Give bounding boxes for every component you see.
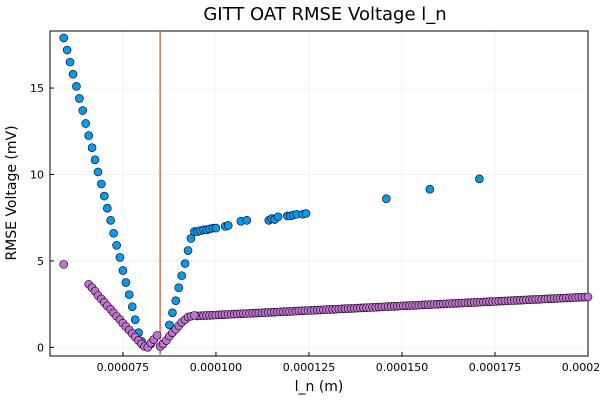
plot-frame [49, 30, 589, 357]
data-point-series-1 [273, 212, 283, 222]
data-point-series-2 [152, 330, 162, 340]
data-points [59, 33, 593, 352]
data-point-series-1 [78, 106, 88, 115]
x-tick-label: 0.000100 [190, 361, 243, 374]
data-point-series-1 [211, 223, 221, 233]
data-point-series-1 [242, 215, 252, 225]
data-point-series-1 [115, 253, 125, 262]
data-point-series-1 [87, 143, 97, 152]
y-axis-ticks: 0 5 10 15 [30, 82, 54, 354]
x-axis-ticks: 0.000075 0.000100 0.000125 0.000150 0.000175… [97, 352, 600, 374]
data-point-series-1 [177, 271, 187, 280]
x-axis-label: l_n (m) [295, 379, 344, 395]
x-tick-label: 0.000125 [283, 361, 336, 374]
data-point-series-1 [165, 320, 174, 330]
data-point-series-1 [106, 215, 115, 225]
data-point-series-1 [62, 45, 72, 55]
data-point-series-1 [186, 234, 196, 243]
data-point-series-1 [168, 308, 177, 318]
data-point-series-1 [425, 184, 435, 194]
data-point-series-1 [75, 94, 84, 103]
y-axis-label: RMSE Voltage (mV) [4, 125, 20, 260]
chart-title: GITT OAT RMSE Voltage l_n [203, 4, 446, 25]
data-point-series-2 [59, 260, 69, 269]
data-point-series-2 [190, 311, 199, 320]
y-tick-label: 15 [30, 82, 44, 95]
data-point-series-1 [112, 241, 121, 250]
data-point-series-1 [100, 191, 109, 201]
data-point-series-2 [583, 292, 593, 302]
y-tick-label: 5 [37, 255, 44, 268]
data-point-series-1 [130, 315, 140, 324]
x-tick-label: 0.000075 [97, 361, 150, 374]
data-point-series-1 [102, 203, 112, 213]
data-point-series-1 [223, 221, 233, 230]
data-point-series-1 [174, 283, 184, 293]
y-tick-label: 0 [37, 341, 44, 354]
data-point-series-1 [180, 259, 190, 268]
data-point-series-1 [183, 246, 193, 255]
data-point-series-1 [171, 296, 181, 305]
data-point-series-1 [72, 82, 81, 91]
data-point-series-1 [118, 266, 128, 275]
data-point-series-1 [475, 174, 484, 184]
data-point-series-1 [97, 179, 106, 189]
data-point-series-1 [109, 228, 118, 238]
y-tick-label: 10 [30, 168, 44, 181]
data-point-series-1 [59, 33, 69, 43]
data-point-series-1 [127, 302, 137, 312]
x-tick-label: 0.000150 [376, 361, 429, 374]
data-point-series-1 [301, 209, 311, 218]
data-point-series-1 [121, 278, 131, 287]
x-tick-label: 0.000175 [469, 361, 522, 374]
data-point-series-1 [93, 167, 103, 177]
data-point-series-1 [68, 69, 78, 79]
data-point-series-1 [84, 131, 93, 140]
data-point-series-1 [124, 290, 134, 299]
data-point-series-1 [81, 119, 91, 128]
data-point-series-1 [90, 155, 100, 165]
x-tick-label: 0.000200 [562, 361, 600, 374]
data-point-series-1 [382, 194, 391, 203]
data-point-series-1 [65, 57, 75, 67]
